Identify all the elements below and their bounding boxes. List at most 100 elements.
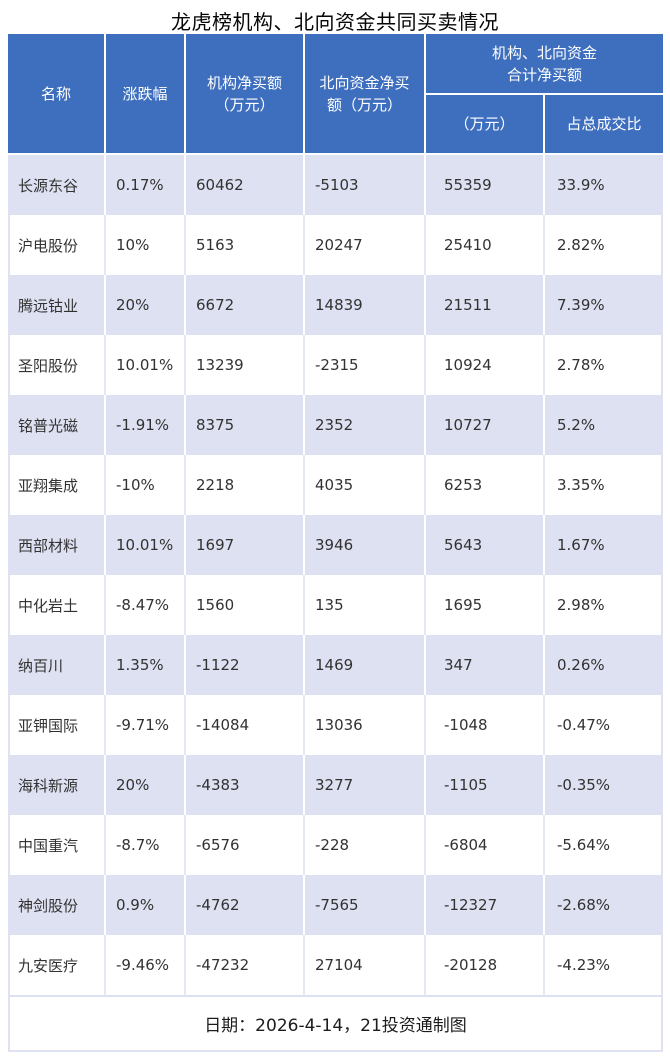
change-cell: 20% (106, 275, 186, 335)
change-cell: -1.91% (106, 395, 186, 455)
combined-ratio-cell: 0.26% (545, 635, 664, 695)
stock-name-cell: 铭普光磁 (8, 395, 106, 455)
page-title: 龙虎榜机构、北向资金共同买卖情况 (171, 10, 499, 34)
change-cell: 1.35% (106, 635, 186, 695)
col-header-combined-ratio: 占总成交比 (545, 95, 664, 155)
combined-amount-cell: -1105 (426, 755, 545, 815)
north-net-buy-cell: 13036 (305, 695, 426, 755)
north-net-buy-cell: -228 (305, 815, 426, 875)
combined-amount-cell: -20128 (426, 935, 545, 995)
col-header-north-net-buy: 北向资金净买 额（万元） (305, 34, 426, 155)
change-cell: 10% (106, 215, 186, 275)
col-header-change: 涨跌幅 (106, 34, 186, 155)
change-cell: 0.17% (106, 155, 186, 215)
north-net-buy-cell: 27104 (305, 935, 426, 995)
footer-note: 日期：2026-4-14，21投资通制图 (8, 995, 664, 1052)
stock-name-cell: 海科新源 (8, 755, 106, 815)
combined-ratio-cell: 5.2% (545, 395, 664, 455)
inst-net-buy-cell: 13239 (186, 335, 305, 395)
stock-name-cell: 长源东谷 (8, 155, 106, 215)
change-cell: 20% (106, 755, 186, 815)
north-net-buy-cell: 2352 (305, 395, 426, 455)
combined-amount-cell: 1695 (426, 575, 545, 635)
table-row: 中化岩土 -8.47% 1560 135 1695 2.98% (8, 575, 664, 635)
table-header: 名称 涨跌幅 机构净买额 （万元） 北向资金净买 额（万元） 机构、北向资金 合计净买… (8, 34, 664, 155)
north-net-buy-cell: 3277 (305, 755, 426, 815)
inst-net-buy-cell: 2218 (186, 455, 305, 515)
inst-net-buy-cell: 8375 (186, 395, 305, 455)
footer-row: 日期：2026-4-14，21投资通制图 (8, 995, 664, 1052)
change-cell: -8.7% (106, 815, 186, 875)
combined-ratio-cell: 2.82% (545, 215, 664, 275)
combined-amount-cell: 55359 (426, 155, 545, 215)
change-cell: -8.47% (106, 575, 186, 635)
stock-name-cell: 亚翔集成 (8, 455, 106, 515)
inst-net-buy-cell: 60462 (186, 155, 305, 215)
col-header-combined-amount: （万元） (426, 95, 545, 155)
table-row: 西部材料 10.01% 1697 3946 5643 1.67% (8, 515, 664, 575)
combined-amount-cell: -1048 (426, 695, 545, 755)
inst-net-buy-cell: -4762 (186, 875, 305, 935)
combined-ratio-cell: 3.35% (545, 455, 664, 515)
header-line: 北向资金净买 (319, 73, 410, 92)
stock-name-cell: 九安医疗 (8, 935, 106, 995)
north-net-buy-cell: 135 (305, 575, 426, 635)
stock-name-cell: 腾远钴业 (8, 275, 106, 335)
stock-name-cell: 神剑股份 (8, 875, 106, 935)
stock-name-cell: 中国重汽 (8, 815, 106, 875)
north-net-buy-cell: 3946 (305, 515, 426, 575)
change-cell: 10.01% (106, 515, 186, 575)
header-line: 机构净买额 (206, 73, 282, 92)
table-row: 铭普光磁 -1.91% 8375 2352 10727 5.2% (8, 395, 664, 455)
combined-amount-cell: 6253 (426, 455, 545, 515)
change-cell: -9.71% (106, 695, 186, 755)
combined-ratio-cell: -5.64% (545, 815, 664, 875)
combined-ratio-cell: 1.67% (545, 515, 664, 575)
inst-net-buy-cell: -47232 (186, 935, 305, 995)
change-cell: 0.9% (106, 875, 186, 935)
combined-amount-cell: 5643 (426, 515, 545, 575)
col-header-name: 名称 (8, 34, 106, 155)
combined-amount-cell: 25410 (426, 215, 545, 275)
table-row: 腾远钴业 20% 6672 14839 21511 7.39% (8, 275, 664, 335)
table-row: 亚钾国际 -9.71% -14084 13036 -1048 -0.47% (8, 695, 664, 755)
inst-net-buy-cell: -6576 (186, 815, 305, 875)
north-net-buy-cell: 4035 (305, 455, 426, 515)
combined-ratio-cell: -4.23% (545, 935, 664, 995)
combined-amount-cell: -6804 (426, 815, 545, 875)
combined-ratio-cell: 7.39% (545, 275, 664, 335)
col-header-inst-net-buy: 机构净买额 （万元） (186, 34, 305, 155)
stock-name-cell: 亚钾国际 (8, 695, 106, 755)
header-line: （万元） (214, 95, 275, 114)
combined-amount-cell: -12327 (426, 875, 545, 935)
inst-net-buy-cell: -1122 (186, 635, 305, 695)
combined-amount-cell: 347 (426, 635, 545, 695)
north-net-buy-cell: 20247 (305, 215, 426, 275)
combined-ratio-cell: 2.78% (545, 335, 664, 395)
inst-net-buy-cell: -14084 (186, 695, 305, 755)
combined-ratio-cell: -2.68% (545, 875, 664, 935)
table-row: 沪电股份 10% 5163 20247 25410 2.82% (8, 215, 664, 275)
stock-name-cell: 沪电股份 (8, 215, 106, 275)
header-line: 合计净买额 (507, 65, 583, 84)
stock-name-cell: 纳百川 (8, 635, 106, 695)
table-row: 纳百川 1.35% -1122 1469 347 0.26% (8, 635, 664, 695)
combined-ratio-cell: -0.47% (545, 695, 664, 755)
combined-ratio-cell: 33.9% (545, 155, 664, 215)
inst-net-buy-cell: 1697 (186, 515, 305, 575)
header-line: 额（万元） (326, 95, 402, 114)
table-row: 圣阳股份 10.01% 13239 -2315 10924 2.78% (8, 335, 664, 395)
header-row-top: 名称 涨跌幅 机构净买额 （万元） 北向资金净买 额（万元） 机构、北向资金 合计净买… (8, 34, 664, 155)
table-row: 海科新源 20% -4383 3277 -1105 -0.35% (8, 755, 664, 815)
north-net-buy-cell: -2315 (305, 335, 426, 395)
inst-net-buy-cell: 5163 (186, 215, 305, 275)
combined-amount-cell: 10924 (426, 335, 545, 395)
combined-amount-cell: 21511 (426, 275, 545, 335)
table-row: 亚翔集成 -10% 2218 4035 6253 3.35% (8, 455, 664, 515)
stock-name-cell: 西部材料 (8, 515, 106, 575)
north-net-buy-cell: -5103 (305, 155, 426, 215)
table-body: 长源东谷 0.17% 60462 -5103 55359 33.9% 沪电股份 … (8, 155, 664, 995)
col-header-combined: 机构、北向资金 合计净买额 (426, 34, 664, 95)
table-row: 九安医疗 -9.46% -47232 27104 -20128 -4.23% (8, 935, 664, 995)
